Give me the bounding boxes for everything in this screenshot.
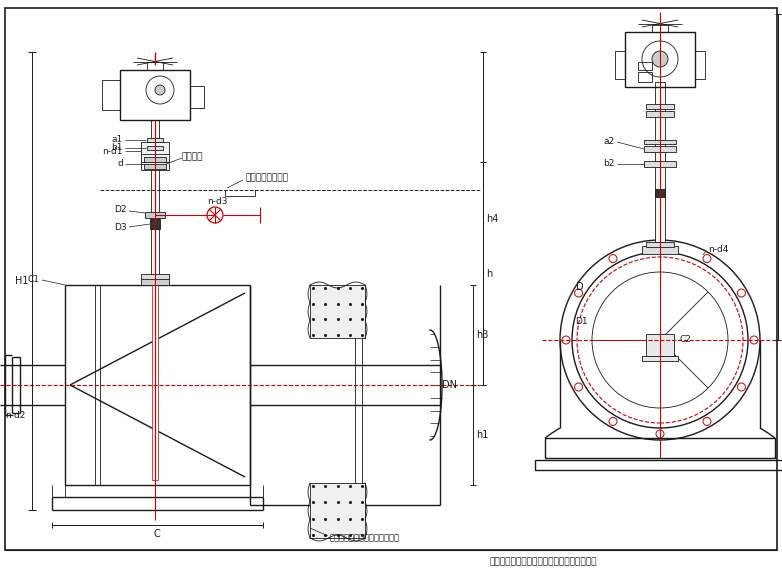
Text: D1: D1 bbox=[576, 317, 588, 326]
Bar bbox=[535, 460, 782, 470]
Bar bbox=[545, 438, 775, 458]
Text: h4: h4 bbox=[781, 172, 782, 182]
Text: a2: a2 bbox=[604, 137, 615, 147]
Text: 注：带法兰短管的法兰尺寸同闸门的法兰尺寸: 注：带法兰短管的法兰尺寸同闸门的法兰尺寸 bbox=[490, 557, 597, 567]
Bar bbox=[646, 334, 674, 356]
Bar bbox=[642, 356, 678, 361]
Text: a1: a1 bbox=[112, 136, 123, 144]
Bar bbox=[655, 189, 665, 197]
Bar bbox=[652, 25, 668, 32]
Bar bbox=[655, 82, 665, 242]
Bar bbox=[120, 70, 190, 120]
Circle shape bbox=[575, 383, 583, 391]
Text: 配水泵房底板标高: 配水泵房底板标高 bbox=[245, 173, 288, 183]
Bar bbox=[141, 278, 169, 285]
Bar bbox=[646, 111, 674, 117]
Text: H1: H1 bbox=[15, 276, 28, 286]
Circle shape bbox=[609, 418, 617, 425]
Bar bbox=[646, 104, 674, 109]
Bar bbox=[147, 146, 163, 150]
Text: d: d bbox=[117, 160, 123, 169]
Text: 接杆法兰: 接杆法兰 bbox=[182, 153, 203, 161]
Bar bbox=[644, 161, 676, 167]
Bar bbox=[646, 242, 674, 247]
Text: n-d2: n-d2 bbox=[5, 411, 25, 419]
Circle shape bbox=[562, 336, 570, 344]
Circle shape bbox=[737, 383, 745, 391]
Bar bbox=[147, 62, 163, 70]
Bar bbox=[190, 86, 204, 108]
Bar bbox=[644, 146, 676, 152]
Text: n-d1: n-d1 bbox=[102, 147, 123, 155]
Bar bbox=[642, 246, 678, 254]
Circle shape bbox=[703, 418, 711, 425]
Circle shape bbox=[575, 289, 583, 297]
Bar bbox=[638, 72, 652, 82]
Text: DN: DN bbox=[442, 380, 457, 390]
Circle shape bbox=[155, 85, 165, 95]
Bar bbox=[144, 164, 166, 169]
Text: b1: b1 bbox=[112, 143, 123, 153]
Bar bbox=[152, 285, 158, 480]
Bar bbox=[151, 120, 159, 277]
Circle shape bbox=[656, 242, 664, 250]
Bar bbox=[145, 212, 165, 218]
Bar bbox=[150, 219, 160, 229]
Circle shape bbox=[656, 430, 664, 438]
Text: D3: D3 bbox=[114, 223, 127, 231]
Text: b2: b2 bbox=[604, 160, 615, 169]
Text: C2: C2 bbox=[680, 335, 692, 345]
Text: 水仓（或配水巧）入口底板标高: 水仓（或配水巧）入口底板标高 bbox=[330, 534, 400, 542]
Text: h: h bbox=[486, 269, 492, 279]
Text: D: D bbox=[576, 282, 584, 292]
Text: h1: h1 bbox=[476, 430, 489, 440]
Bar bbox=[144, 157, 166, 162]
Bar bbox=[143, 277, 167, 285]
Bar bbox=[625, 32, 695, 87]
Bar bbox=[310, 483, 365, 538]
Bar bbox=[644, 140, 676, 144]
Bar bbox=[141, 274, 169, 279]
Text: C1: C1 bbox=[28, 276, 40, 285]
Circle shape bbox=[737, 289, 745, 297]
Bar bbox=[102, 80, 120, 110]
Text: D2: D2 bbox=[114, 205, 127, 215]
Bar bbox=[147, 138, 163, 142]
Circle shape bbox=[750, 336, 758, 344]
Circle shape bbox=[703, 255, 711, 263]
Circle shape bbox=[609, 255, 617, 263]
Bar bbox=[638, 62, 652, 70]
Text: h4: h4 bbox=[486, 214, 498, 224]
Bar bbox=[615, 51, 625, 79]
Text: n-d4: n-d4 bbox=[708, 245, 728, 254]
Text: n-d3: n-d3 bbox=[207, 197, 228, 205]
Bar bbox=[695, 51, 705, 79]
Bar bbox=[310, 285, 365, 338]
Text: C: C bbox=[153, 529, 160, 539]
Circle shape bbox=[652, 51, 668, 67]
Bar bbox=[141, 142, 169, 170]
Text: h3: h3 bbox=[476, 330, 489, 340]
